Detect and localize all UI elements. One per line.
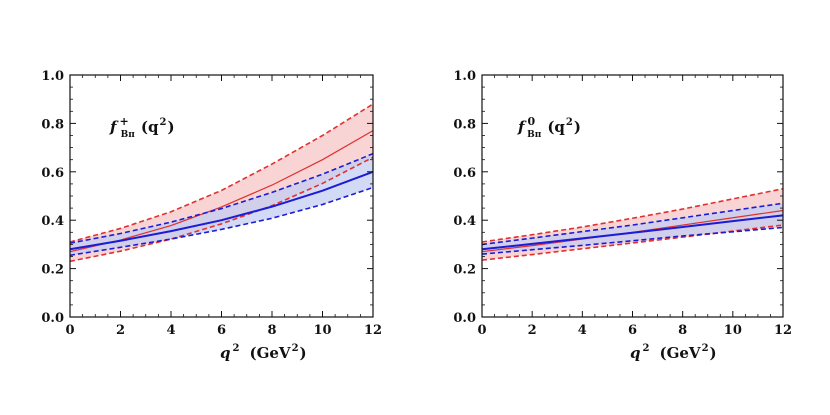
series-red-upper — [481, 187, 784, 243]
label-arg-sup: 2 — [159, 117, 166, 128]
x-tick-label: 12 — [774, 323, 792, 338]
label-f: f — [517, 118, 527, 136]
y-tick-label: 0.0 — [41, 311, 64, 326]
chart-panel-right: 0 2 4 6 8 10 120.00.20.40.60.81.0f 0 Bπ (q2)q 2 (Ge… — [453, 69, 792, 362]
x-tick-label: 0 — [477, 323, 486, 338]
chart-panel-left: 0 2 4 6 8 10 120.00.20.40.60.81.0f + Bπ (q2)q 2 (Ge… — [41, 69, 382, 362]
xlabel-unit: (GeV — [249, 344, 290, 362]
x-tick-label: 6 — [217, 323, 226, 338]
y-tick-label: 0.6 — [453, 166, 476, 181]
xlabel-unit-sup: 2 — [292, 343, 299, 354]
y-tick-label: 0.8 — [453, 117, 476, 132]
x-tick-label: 6 — [628, 323, 637, 338]
xlabel-unit-close: ) — [710, 344, 717, 362]
xlabel-unit-sup: 2 — [702, 343, 709, 354]
series-blue-lower — [481, 226, 784, 255]
xlabel-var: q — [220, 344, 231, 362]
xlabel-unit: (GeV — [659, 344, 700, 362]
xlabel-sup: 2 — [643, 343, 650, 354]
label-arg: (q — [547, 118, 565, 136]
label-arg-close: ) — [167, 118, 174, 136]
x-tick-label: 2 — [528, 323, 537, 338]
x-tick-label: 4 — [166, 323, 175, 338]
x-tick-label: 0 — [65, 323, 74, 338]
series-blue-central — [69, 170, 374, 251]
y-tick-label: 1.0 — [453, 69, 476, 84]
series-blue-upper — [69, 152, 374, 244]
label-sup: 0 — [527, 115, 535, 128]
red-band — [70, 104, 373, 262]
y-tick-label: 0.2 — [453, 263, 476, 278]
x-axis-title: q 2 (GeV2) — [220, 343, 307, 362]
x-tick-label: 10 — [724, 323, 742, 338]
series-red-upper — [69, 103, 374, 243]
label-arg-sup: 2 — [566, 117, 573, 128]
xlabel-sup: 2 — [233, 343, 240, 354]
blue-band — [70, 153, 373, 256]
label-f: f — [109, 118, 119, 136]
x-tick-label: 12 — [364, 323, 382, 338]
panel-label: f 0 Bπ (q2) — [517, 115, 581, 140]
x-tick-label: 4 — [578, 323, 587, 338]
series-red-lower — [69, 156, 374, 263]
series-blue-upper — [481, 202, 784, 246]
label-arg: (q — [141, 118, 159, 136]
y-tick-label: 0.4 — [453, 214, 476, 229]
y-tick-label: 1.0 — [41, 69, 64, 84]
series-blue-lower — [69, 186, 374, 257]
xlabel-var: q — [630, 344, 641, 362]
label-sup: + — [119, 115, 128, 128]
label-arg-close: ) — [574, 118, 581, 136]
y-tick-label: 0.4 — [41, 214, 64, 229]
y-tick-label: 0.0 — [453, 311, 476, 326]
xlabel-unit-close: ) — [300, 344, 307, 362]
y-tick-label: 0.2 — [41, 263, 64, 278]
plot-frame — [481, 74, 784, 318]
y-tick-label: 0.6 — [41, 166, 64, 181]
x-axis-title: q 2 (GeV2) — [630, 343, 717, 362]
x-tick-label: 8 — [267, 323, 276, 338]
x-tick-label: 2 — [116, 323, 125, 338]
x-tick-label: 10 — [313, 323, 331, 338]
y-tick-label: 0.8 — [41, 117, 64, 132]
label-sub: Bπ — [121, 130, 136, 140]
label-sub: Bπ — [527, 130, 542, 140]
x-tick-label: 8 — [678, 323, 687, 338]
series-blue-central — [481, 214, 784, 251]
panel-label: f + Bπ (q2) — [109, 115, 175, 140]
